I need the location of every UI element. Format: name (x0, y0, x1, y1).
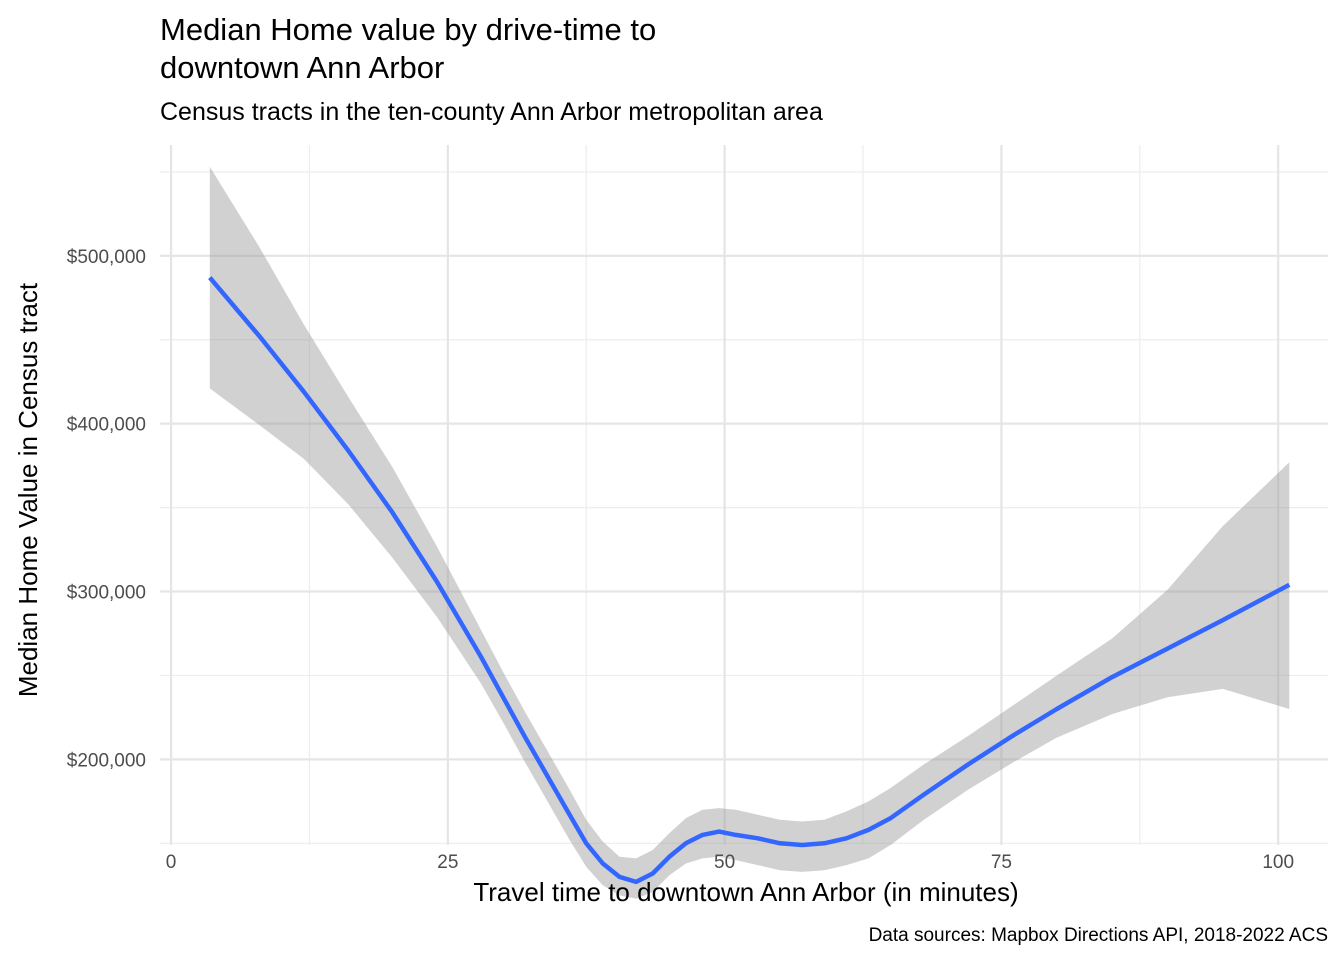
chart-subtitle: Census tracts in the ten-county Ann Arbo… (160, 98, 823, 126)
y-tick-label: $500,000 (67, 247, 146, 268)
y-axis-ticks: $200,000 $300,000 $400,000 $500,000 (67, 247, 146, 772)
smoothed-trend-line (208, 276, 1291, 885)
x-axis-title: Travel time to downtown Ann Arbor (in mi… (473, 877, 1018, 907)
x-axis-ticks: 0 25 50 75 100 (166, 852, 1294, 873)
x-tick-label: 75 (991, 852, 1012, 873)
grid-lines (160, 145, 1328, 845)
x-tick-label: 100 (1262, 852, 1294, 873)
y-axis-title: Median Home Value in Census tract (13, 282, 43, 697)
x-tick-label: 0 (166, 852, 177, 873)
y-tick-label: $200,000 (67, 750, 146, 771)
smoothed-line-layer (208, 276, 1291, 885)
chart-title-line-2: downtown Ann Arbor (160, 50, 444, 85)
confidence-ribbon (209, 166, 1290, 899)
x-tick-label: 25 (437, 852, 458, 873)
y-tick-label: $300,000 (67, 583, 146, 604)
confidence-ribbon-layer (209, 166, 1290, 899)
chart-title-line-1: Median Home value by drive-time to (160, 12, 656, 47)
x-tick-label: 50 (714, 852, 735, 873)
y-tick-label: $400,000 (67, 415, 146, 436)
chart-caption: Data sources: Mapbox Directions API, 201… (869, 925, 1328, 946)
